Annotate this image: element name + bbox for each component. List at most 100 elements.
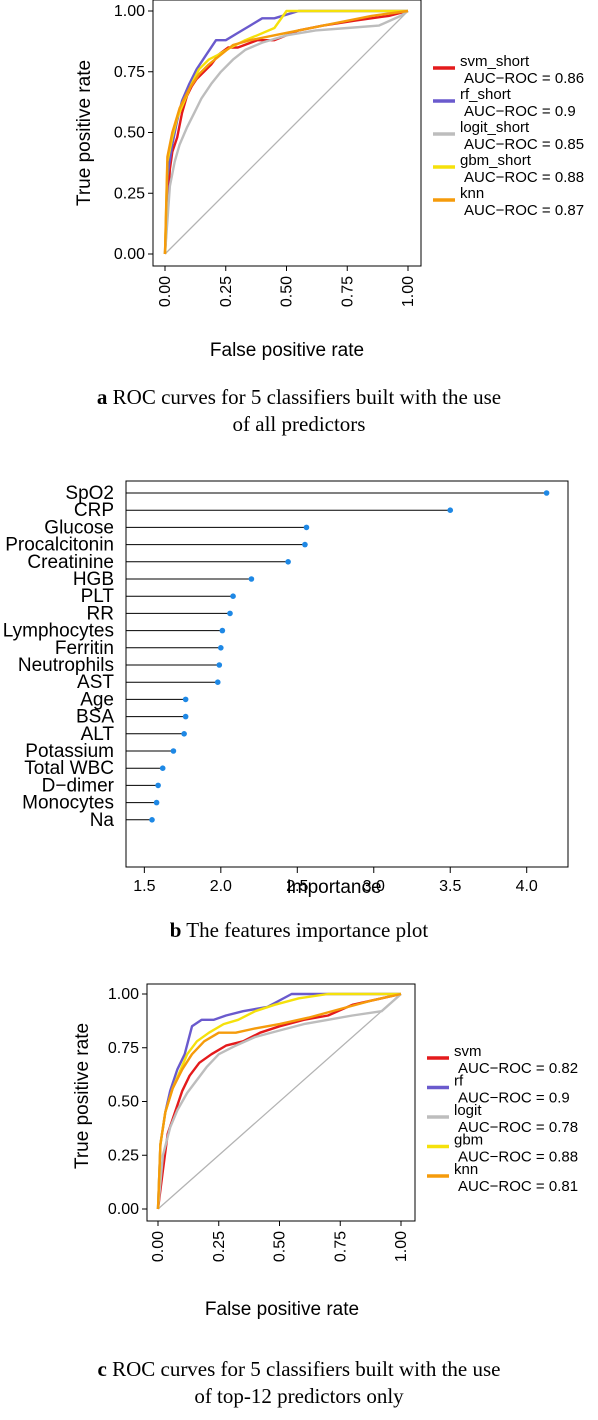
legend-label-svm: svm — [454, 1043, 482, 1060]
legend-label-gbm_short: gbm_short — [460, 152, 532, 169]
caption-c: c ROC curves for 5 classifiers built wit… — [0, 1356, 598, 1410]
legend-label-logit_short: logit_short — [460, 119, 530, 136]
importance-point — [153, 799, 160, 806]
feature-label: Creatinine — [27, 552, 114, 573]
x-axis-title: False positive rate — [210, 340, 364, 361]
x-tick-label: 0.00 — [150, 1231, 167, 1262]
feature-label: AST — [77, 672, 114, 693]
x-axis-title: False positive rate — [205, 1299, 359, 1320]
feature-label: Monocytes — [22, 793, 114, 814]
y-tick-label: 0.50 — [114, 125, 145, 142]
feature-label: Ferritin — [55, 638, 114, 659]
feature-label: D−dimer — [42, 775, 115, 796]
caption-a-letter: a — [96, 385, 108, 409]
caption-c-line1: ROC curves for 5 classifiers built with … — [112, 1357, 501, 1381]
feature-label: Glucose — [44, 517, 114, 538]
x-tick-label: 2.0 — [210, 878, 232, 895]
importance-point — [230, 593, 236, 599]
caption-b-line1: The features importance plot — [186, 918, 429, 942]
feature-label: Procalcitonin — [5, 535, 114, 556]
feature-label: PLT — [81, 586, 115, 607]
roc-curve-knn — [163, 9, 409, 255]
importance-point — [182, 713, 189, 720]
feature-importance-chart: SpO2CRPGlucoseProcalcitoninCreatinineHGB… — [3, 480, 569, 898]
roc-curve-logit — [156, 993, 402, 1210]
legend-label-knn: knn — [460, 185, 484, 202]
importance-point — [181, 731, 187, 737]
legend-label-knn: knn — [454, 1161, 478, 1178]
roc-chart-top12-predictors: 0.00 0.00 0.25 0.25 0.50 0.50 0.75 0.75 1.00 1.00… — [72, 983, 578, 1320]
caption-a-line2: of all predictors — [232, 412, 366, 436]
chance-diagonal-line — [157, 993, 402, 1210]
y-tick-label: 0.25 — [114, 185, 145, 202]
importance-point — [285, 559, 291, 565]
legend-auc-rf: AUC−ROC = 0.9 — [458, 1090, 570, 1107]
legend-auc-knn: AUC−ROC = 0.87 — [464, 202, 584, 219]
y-axis-title: True positive rate — [74, 60, 95, 206]
caption-a-line1: ROC curves for 5 classifiers built with … — [112, 385, 502, 409]
importance-point — [182, 696, 189, 703]
legend-auc-gbm_short: AUC−ROC = 0.88 — [464, 169, 584, 186]
feature-label: Neutrophils — [18, 655, 114, 676]
y-tick-label: 1.00 — [108, 986, 139, 1003]
feature-label: SpO2 — [65, 483, 114, 504]
legend-label-svm_short: svm_short — [460, 53, 530, 70]
feature-label: Na — [90, 810, 115, 831]
plot-panel-border — [125, 480, 569, 868]
roc-curve-knn — [156, 992, 402, 1210]
importance-point — [216, 662, 223, 668]
x-tick-label: 1.5 — [133, 878, 155, 895]
importance-point — [227, 610, 233, 617]
importance-point — [447, 507, 454, 513]
caption-b: b The features importance plot — [0, 917, 598, 944]
x-tick-label: 4.0 — [516, 878, 538, 895]
legend-auc-svm: AUC−ROC = 0.82 — [458, 1060, 578, 1077]
legend-label-rf_short: rf_short — [460, 86, 512, 103]
feature-label: HGB — [73, 569, 114, 590]
feature-label: Age — [80, 689, 114, 710]
y-tick-label: 1.00 — [114, 3, 145, 20]
roc-chart-all-predictors: 0.00 0.00 0.25 0.25 0.50 0.50 0.75 0.75 1.00 1.00… — [74, 0, 584, 361]
feature-label: CRP — [74, 500, 114, 521]
x-tick-label: 3.0 — [363, 878, 385, 895]
y-tick-label: 0.50 — [108, 1094, 139, 1111]
feature-label: Lymphocytes — [3, 621, 114, 642]
y-axis-title: True positive rate — [72, 1023, 93, 1169]
feature-label: Total WBC — [24, 758, 114, 779]
x-tick-label: 2.5 — [286, 878, 308, 895]
importance-point — [218, 645, 224, 651]
chance-diagonal-line — [164, 10, 409, 255]
x-axis-title: Importance — [286, 877, 381, 898]
importance-point — [248, 576, 255, 582]
x-tick-label: 3.5 — [439, 878, 461, 895]
importance-point — [159, 765, 166, 771]
importance-point — [170, 748, 177, 754]
importance-point — [303, 524, 310, 531]
importance-point — [149, 817, 155, 823]
legend-auc-rf_short: AUC−ROC = 0.9 — [464, 103, 576, 120]
legend-auc-logit_short: AUC−ROC = 0.85 — [464, 136, 584, 153]
importance-point — [219, 627, 226, 634]
roc-curve-logit_short — [163, 10, 409, 255]
plot-panel-border — [146, 983, 416, 1222]
legend-auc-knn: AUC−ROC = 0.81 — [458, 1178, 578, 1195]
legend-auc-svm_short: AUC−ROC = 0.86 — [464, 70, 584, 87]
feature-label: Potassium — [25, 741, 114, 762]
feature-label: BSA — [76, 707, 114, 728]
legend-label-rf: rf — [454, 1073, 464, 1090]
importance-point — [155, 782, 161, 789]
y-tick-label: 0.00 — [114, 246, 145, 263]
x-tick-label: 0.25 — [211, 1231, 228, 1262]
legend-label-logit: logit — [454, 1102, 482, 1119]
feature-label: RR — [87, 603, 114, 624]
legend-auc-gbm: AUC−ROC = 0.88 — [458, 1149, 578, 1166]
legend-label-gbm: gbm — [454, 1132, 483, 1149]
x-tick-label: 1.00 — [393, 1231, 410, 1262]
x-tick-label: 0.75 — [332, 1231, 349, 1262]
legend-auc-logit: AUC−ROC = 0.78 — [458, 1119, 578, 1136]
x-tick-label: 0.25 — [218, 276, 235, 307]
x-tick-label: 0.50 — [279, 276, 296, 307]
x-tick-label: 1.00 — [400, 276, 417, 307]
importance-point — [214, 679, 221, 685]
caption-b-letter: b — [169, 918, 182, 942]
